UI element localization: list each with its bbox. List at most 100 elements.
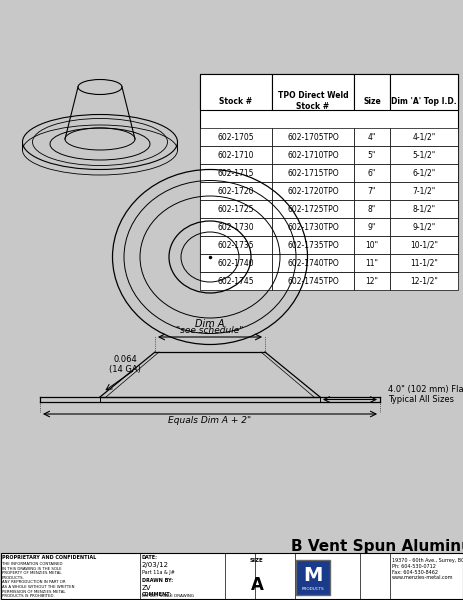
FancyBboxPatch shape: [271, 182, 353, 200]
Text: 4-1/2": 4-1/2": [412, 133, 435, 142]
Text: 602-1725: 602-1725: [217, 205, 254, 214]
Text: 19370 - 60th Ave., Surrey, BC  V3S 3M2
Ph: 604-530-0712
Fax: 604-530-8462
www.me: 19370 - 60th Ave., Surrey, BC V3S 3M2 Ph…: [391, 558, 463, 580]
FancyBboxPatch shape: [200, 254, 271, 272]
FancyBboxPatch shape: [389, 74, 457, 110]
Text: 602-1725TPO: 602-1725TPO: [287, 205, 338, 214]
FancyBboxPatch shape: [200, 146, 271, 164]
Text: 602-1715: 602-1715: [217, 169, 254, 178]
FancyBboxPatch shape: [389, 272, 457, 290]
FancyBboxPatch shape: [389, 200, 457, 218]
Text: 7": 7": [367, 187, 375, 196]
FancyBboxPatch shape: [353, 200, 389, 218]
Text: Equals Dim A + 2": Equals Dim A + 2": [168, 416, 251, 425]
Text: 602-1735: 602-1735: [217, 241, 254, 250]
Text: 602-1710: 602-1710: [217, 151, 254, 160]
Text: 8": 8": [367, 205, 375, 214]
Text: Dim 'A' Top I.D.: Dim 'A' Top I.D.: [390, 97, 456, 106]
FancyBboxPatch shape: [389, 164, 457, 182]
FancyBboxPatch shape: [271, 164, 353, 182]
Text: "see schedule": "see schedule": [176, 326, 243, 335]
FancyBboxPatch shape: [389, 254, 457, 272]
FancyBboxPatch shape: [353, 128, 389, 146]
Text: 602-1720TPO: 602-1720TPO: [287, 187, 338, 196]
Text: 602-1745: 602-1745: [217, 277, 254, 286]
Text: Stock #: Stock #: [219, 97, 252, 106]
Text: 10-1/2": 10-1/2": [409, 241, 437, 250]
FancyBboxPatch shape: [353, 164, 389, 182]
Text: 9-1/2": 9-1/2": [412, 223, 435, 232]
Text: 8-1/2": 8-1/2": [412, 205, 435, 214]
Text: DO NOT SCALE DRAWING: DO NOT SCALE DRAWING: [142, 594, 194, 598]
FancyBboxPatch shape: [271, 200, 353, 218]
FancyBboxPatch shape: [200, 128, 271, 146]
Text: DRAWN BY:: DRAWN BY:: [142, 578, 173, 583]
Text: 602-1730TPO: 602-1730TPO: [287, 223, 338, 232]
Text: 602-1740TPO: 602-1740TPO: [287, 259, 338, 268]
Text: THE INFORMATION CONTAINED
IN THIS DRAWING IS THE SOLE
PROPERTY OF MENZIES METAL
: THE INFORMATION CONTAINED IN THIS DRAWIN…: [2, 562, 75, 598]
FancyBboxPatch shape: [200, 164, 271, 182]
FancyBboxPatch shape: [271, 218, 353, 236]
FancyBboxPatch shape: [271, 254, 353, 272]
Text: 602-1735TPO: 602-1735TPO: [287, 241, 338, 250]
Text: PRODUCTS: PRODUCTS: [301, 587, 324, 591]
Text: B Vent Spun Aluminum: B Vent Spun Aluminum: [291, 539, 463, 553]
Text: M: M: [303, 566, 322, 585]
FancyBboxPatch shape: [271, 74, 353, 110]
Text: 602-1720: 602-1720: [217, 187, 254, 196]
FancyBboxPatch shape: [200, 200, 271, 218]
Text: Part 11a & J#: Part 11a & J#: [142, 570, 175, 575]
Text: 0.064
(14 GA): 0.064 (14 GA): [109, 355, 141, 374]
FancyBboxPatch shape: [389, 146, 457, 164]
FancyBboxPatch shape: [200, 182, 271, 200]
Text: 6-1/2": 6-1/2": [412, 169, 435, 178]
FancyBboxPatch shape: [271, 146, 353, 164]
Text: PROPRIETARY AND CONFIDENTIAL: PROPRIETARY AND CONFIDENTIAL: [2, 555, 96, 560]
FancyBboxPatch shape: [353, 146, 389, 164]
Text: 602-1715TPO: 602-1715TPO: [287, 169, 338, 178]
FancyBboxPatch shape: [389, 218, 457, 236]
FancyBboxPatch shape: [1, 553, 462, 599]
FancyBboxPatch shape: [271, 236, 353, 254]
FancyBboxPatch shape: [353, 236, 389, 254]
Text: 7-1/2": 7-1/2": [412, 187, 435, 196]
FancyBboxPatch shape: [353, 74, 389, 110]
Text: 602-1705: 602-1705: [217, 133, 254, 142]
Text: Dim A: Dim A: [195, 319, 224, 329]
FancyBboxPatch shape: [271, 272, 353, 290]
FancyBboxPatch shape: [389, 128, 457, 146]
Text: COMMENT:: COMMENT:: [142, 592, 172, 597]
Text: 6": 6": [367, 169, 375, 178]
Text: 4.0" (102 mm) Flange
Typical All Sizes: 4.0" (102 mm) Flange Typical All Sizes: [387, 385, 463, 404]
FancyBboxPatch shape: [200, 74, 457, 272]
FancyBboxPatch shape: [389, 182, 457, 200]
Text: DATE:: DATE:: [142, 555, 158, 560]
Text: A: A: [250, 576, 263, 594]
Text: SIZE: SIZE: [250, 558, 263, 563]
Text: 5-1/2": 5-1/2": [412, 151, 435, 160]
FancyBboxPatch shape: [296, 560, 329, 595]
Text: 10": 10": [365, 241, 378, 250]
Text: 12-1/2": 12-1/2": [409, 277, 437, 286]
Text: TPO Direct Weld
Stock #: TPO Direct Weld Stock #: [277, 91, 348, 110]
Text: 602-1705TPO: 602-1705TPO: [287, 133, 338, 142]
Text: 602-1730: 602-1730: [217, 223, 254, 232]
FancyBboxPatch shape: [353, 254, 389, 272]
Text: 5": 5": [367, 151, 375, 160]
FancyBboxPatch shape: [200, 74, 271, 110]
FancyBboxPatch shape: [389, 236, 457, 254]
FancyBboxPatch shape: [353, 218, 389, 236]
FancyBboxPatch shape: [200, 218, 271, 236]
Text: 602-1710TPO: 602-1710TPO: [287, 151, 338, 160]
Text: 602-1740: 602-1740: [217, 259, 254, 268]
Text: Size: Size: [363, 97, 380, 106]
FancyBboxPatch shape: [200, 236, 271, 254]
Text: 11": 11": [365, 259, 378, 268]
Text: 2/03/12: 2/03/12: [142, 562, 169, 568]
Text: 9": 9": [367, 223, 375, 232]
Text: 11-1/2": 11-1/2": [409, 259, 437, 268]
FancyBboxPatch shape: [353, 182, 389, 200]
Text: 12": 12": [365, 277, 378, 286]
FancyBboxPatch shape: [200, 272, 271, 290]
Text: 4": 4": [367, 133, 375, 142]
Text: ZV: ZV: [142, 585, 151, 591]
